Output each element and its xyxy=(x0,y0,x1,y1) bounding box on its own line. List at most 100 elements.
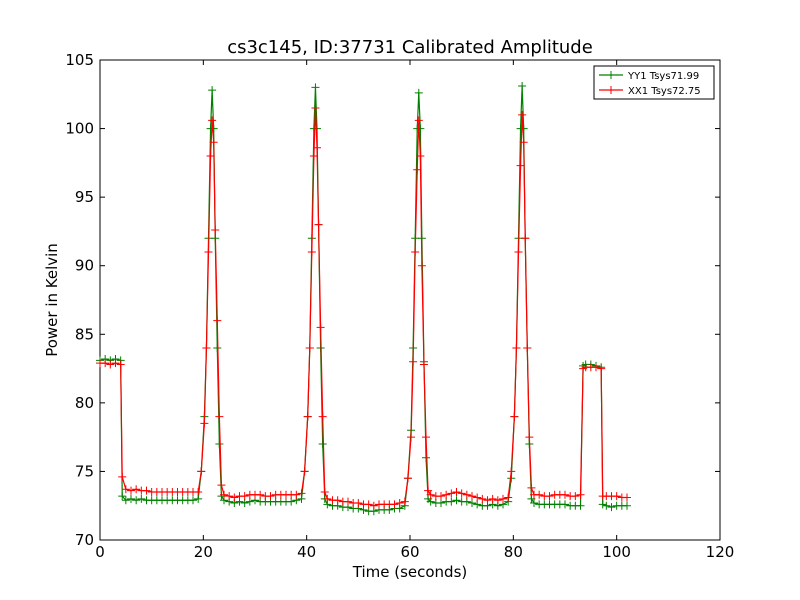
data-point xyxy=(364,500,373,509)
legend-swatch-marker xyxy=(607,86,615,94)
data-point xyxy=(194,488,203,496)
data-point xyxy=(305,344,314,352)
data-point xyxy=(561,490,569,499)
data-point xyxy=(323,494,332,503)
x-tick-label: 60 xyxy=(400,543,419,561)
data-point xyxy=(504,493,513,502)
y-tick-label: 75 xyxy=(75,462,94,480)
data-point xyxy=(300,467,309,476)
data-point xyxy=(462,490,471,499)
data-point xyxy=(209,138,218,147)
legend-swatch-marker xyxy=(607,71,615,79)
data-point xyxy=(208,86,217,95)
data-point xyxy=(521,234,530,243)
data-point xyxy=(607,503,616,512)
data-point xyxy=(493,496,502,505)
data-point xyxy=(245,497,254,506)
x-tick-label: 0 xyxy=(95,543,105,561)
data-point xyxy=(473,493,482,502)
data-point xyxy=(194,494,203,503)
data-point xyxy=(414,116,423,125)
legend-entry: XX1 Tsys72.75 xyxy=(599,86,701,97)
data-point xyxy=(416,124,425,133)
data-point xyxy=(519,124,528,133)
data-point xyxy=(447,489,456,498)
data-point xyxy=(395,498,404,507)
data-point xyxy=(200,419,209,428)
data-point xyxy=(407,433,416,442)
data-point xyxy=(473,500,482,509)
data-point xyxy=(483,496,492,505)
data-point xyxy=(225,492,234,501)
data-point xyxy=(514,248,523,256)
data-point xyxy=(314,220,323,229)
data-point xyxy=(518,110,527,119)
data-point xyxy=(316,323,325,332)
data-point xyxy=(106,360,115,369)
data-point xyxy=(313,143,321,152)
data-point xyxy=(623,493,631,502)
data-point xyxy=(527,483,536,492)
data-point xyxy=(127,494,135,503)
data-point xyxy=(452,496,461,505)
data-point xyxy=(417,261,426,270)
data-point xyxy=(354,498,363,507)
data-point xyxy=(468,492,476,501)
data-point xyxy=(525,433,534,442)
data-point xyxy=(240,492,249,501)
data-point xyxy=(592,363,600,372)
plot-frame xyxy=(99,59,721,541)
data-point xyxy=(403,474,412,483)
x-tick-label: 20 xyxy=(194,543,213,561)
data-point xyxy=(240,498,249,507)
data-point xyxy=(208,116,217,125)
x-tick-label: 100 xyxy=(602,543,631,561)
data-point xyxy=(121,485,130,494)
data-point xyxy=(468,498,476,507)
data-point xyxy=(189,496,197,505)
data-point xyxy=(516,161,525,170)
data-point xyxy=(297,489,306,498)
data-point xyxy=(318,412,327,421)
data-point xyxy=(426,497,435,506)
data-point xyxy=(510,412,519,421)
data-point xyxy=(132,485,141,494)
data-point xyxy=(211,226,220,235)
data-point xyxy=(409,357,418,366)
data-point xyxy=(202,344,211,352)
x-tick-label: 40 xyxy=(297,543,316,561)
data-point xyxy=(220,490,228,499)
data-point xyxy=(602,501,611,510)
data-point xyxy=(507,467,516,476)
data-point xyxy=(292,490,301,499)
data-point xyxy=(422,433,431,442)
data-point xyxy=(457,489,466,498)
data-point xyxy=(344,497,352,506)
data-point xyxy=(369,501,378,510)
data-point xyxy=(142,486,151,495)
data-point xyxy=(309,152,318,160)
y-tick-label: 105 xyxy=(65,51,94,69)
data-point xyxy=(478,494,487,503)
y-tick-label: 95 xyxy=(75,188,94,206)
data-point xyxy=(422,453,431,462)
data-point xyxy=(400,497,409,506)
data-point xyxy=(437,492,445,501)
data-point xyxy=(213,316,222,325)
y-tick-label: 70 xyxy=(75,531,94,549)
data-point xyxy=(118,472,127,481)
data-point xyxy=(523,344,532,352)
legend: YY1 Tsys71.99 XX1 Tsys72.75 xyxy=(593,65,715,100)
data-point xyxy=(512,344,521,352)
legend-label: YY1 Tsys71.99 xyxy=(627,71,699,82)
data-point xyxy=(535,490,544,499)
data-point xyxy=(413,165,422,174)
data-point xyxy=(101,359,110,368)
data-point xyxy=(215,440,224,448)
y-axis-label: Power in Kelvin xyxy=(43,243,61,357)
data-point xyxy=(447,497,456,506)
data-point xyxy=(111,359,120,368)
data-point xyxy=(462,497,471,506)
data-point xyxy=(127,486,135,495)
